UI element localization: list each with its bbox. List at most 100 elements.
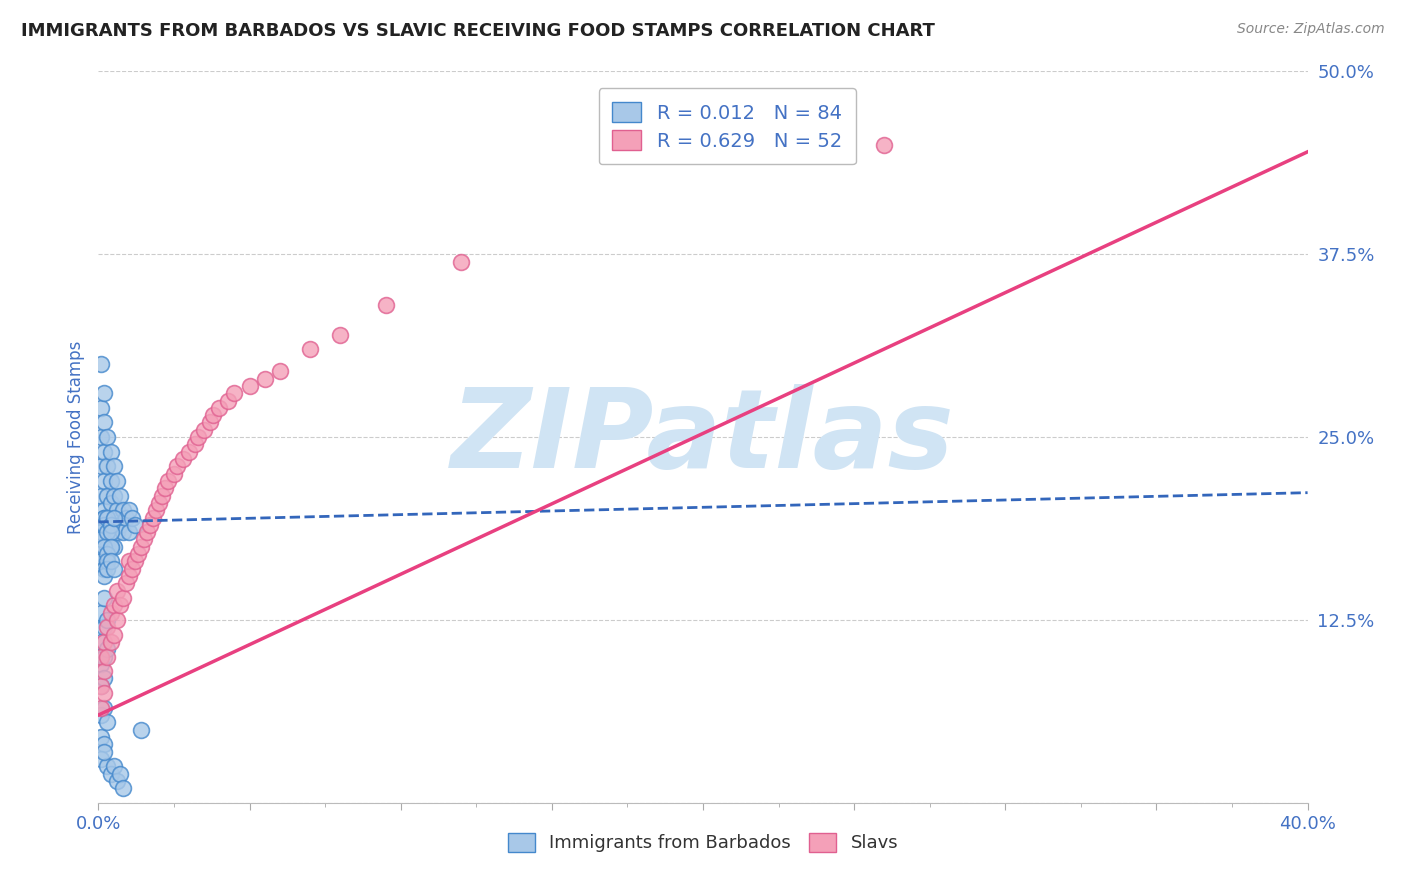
Point bbox=[90, 459, 112, 474]
Point bbox=[108, 489, 131, 503]
Point bbox=[269, 364, 291, 378]
Point bbox=[90, 730, 112, 744]
Point bbox=[142, 510, 165, 524]
Point bbox=[217, 393, 239, 408]
Point bbox=[124, 517, 146, 532]
Point bbox=[111, 781, 134, 796]
Point bbox=[93, 517, 115, 532]
Point bbox=[153, 481, 176, 495]
Point bbox=[90, 679, 112, 693]
Point bbox=[111, 525, 134, 540]
Point bbox=[118, 503, 141, 517]
Point bbox=[111, 503, 134, 517]
Point bbox=[103, 627, 125, 641]
Point bbox=[90, 752, 112, 766]
Point bbox=[100, 540, 122, 554]
Point bbox=[96, 642, 118, 657]
Point bbox=[184, 437, 207, 451]
Point bbox=[90, 430, 112, 444]
Point bbox=[93, 672, 115, 686]
Point bbox=[93, 510, 115, 524]
Point bbox=[96, 459, 118, 474]
Point bbox=[253, 371, 276, 385]
Point bbox=[105, 525, 128, 540]
Point bbox=[93, 745, 115, 759]
Point bbox=[108, 517, 131, 532]
Point bbox=[90, 401, 112, 415]
Point bbox=[163, 467, 186, 481]
Point bbox=[96, 715, 118, 730]
Point bbox=[93, 416, 115, 430]
Point bbox=[200, 416, 222, 430]
Point bbox=[150, 489, 173, 503]
Point bbox=[450, 254, 472, 268]
Point bbox=[121, 510, 143, 524]
Point bbox=[103, 459, 125, 474]
Point bbox=[105, 583, 128, 598]
Point bbox=[93, 700, 115, 714]
Point bbox=[90, 357, 112, 371]
Point bbox=[374, 298, 396, 312]
Point bbox=[103, 562, 125, 576]
Point bbox=[121, 562, 143, 576]
Point bbox=[114, 576, 136, 591]
Legend: Immigrants from Barbados, Slavs: Immigrants from Barbados, Slavs bbox=[501, 826, 905, 860]
Point bbox=[118, 525, 141, 540]
Point bbox=[100, 525, 122, 540]
Point bbox=[93, 686, 115, 700]
Text: Source: ZipAtlas.com: Source: ZipAtlas.com bbox=[1237, 22, 1385, 37]
Point bbox=[93, 591, 115, 605]
Point bbox=[96, 547, 118, 561]
Point bbox=[93, 510, 115, 524]
Point bbox=[202, 408, 225, 422]
Point bbox=[93, 386, 115, 401]
Point bbox=[96, 510, 118, 524]
Point bbox=[96, 649, 118, 664]
Point bbox=[96, 510, 118, 524]
Point bbox=[100, 474, 122, 488]
Point bbox=[239, 379, 262, 393]
Point bbox=[93, 444, 115, 458]
Point bbox=[93, 474, 115, 488]
Point bbox=[193, 423, 215, 437]
Point bbox=[127, 547, 149, 561]
Point bbox=[139, 517, 162, 532]
Point bbox=[90, 489, 112, 503]
Point bbox=[93, 649, 115, 664]
Point bbox=[329, 327, 352, 342]
Point bbox=[90, 517, 112, 532]
Point bbox=[100, 635, 122, 649]
Point bbox=[100, 444, 122, 458]
Point bbox=[105, 503, 128, 517]
Point bbox=[132, 533, 155, 547]
Point bbox=[179, 444, 201, 458]
Point bbox=[96, 620, 118, 634]
Point bbox=[208, 401, 231, 415]
Point bbox=[96, 554, 118, 568]
Point bbox=[105, 613, 128, 627]
Point bbox=[148, 496, 170, 510]
Point bbox=[103, 540, 125, 554]
Point bbox=[93, 533, 115, 547]
Point bbox=[96, 430, 118, 444]
Point bbox=[90, 679, 112, 693]
Text: ZIPatlas: ZIPatlas bbox=[451, 384, 955, 491]
Point bbox=[93, 503, 115, 517]
Point bbox=[105, 773, 128, 788]
Point bbox=[90, 533, 112, 547]
Point bbox=[100, 766, 122, 780]
Point bbox=[105, 474, 128, 488]
Point bbox=[93, 569, 115, 583]
Point bbox=[100, 606, 122, 620]
Point bbox=[145, 503, 167, 517]
Point bbox=[90, 657, 112, 671]
Point bbox=[100, 496, 122, 510]
Point bbox=[129, 723, 152, 737]
Point bbox=[135, 525, 157, 540]
Point bbox=[93, 635, 115, 649]
Point bbox=[100, 517, 122, 532]
Point bbox=[299, 343, 322, 357]
Point bbox=[103, 599, 125, 613]
Point bbox=[100, 540, 122, 554]
Point bbox=[103, 759, 125, 773]
